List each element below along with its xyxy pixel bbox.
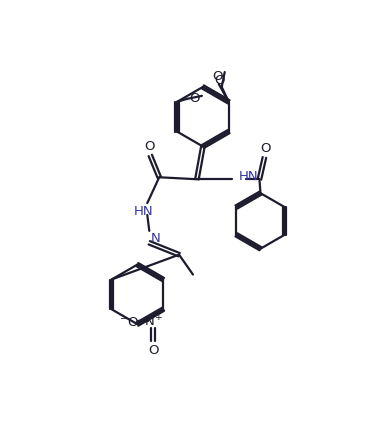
- Text: N$^{+}$: N$^{+}$: [144, 314, 163, 329]
- Text: N: N: [150, 232, 160, 245]
- Text: O: O: [260, 142, 271, 155]
- Text: $^{-}$O: $^{-}$O: [119, 315, 140, 328]
- Text: O: O: [214, 74, 225, 87]
- Text: O: O: [189, 92, 200, 105]
- Text: HN: HN: [238, 170, 258, 182]
- Text: O: O: [212, 69, 222, 82]
- Text: HN: HN: [134, 204, 153, 217]
- Text: O: O: [144, 140, 154, 153]
- Text: O: O: [148, 344, 159, 357]
